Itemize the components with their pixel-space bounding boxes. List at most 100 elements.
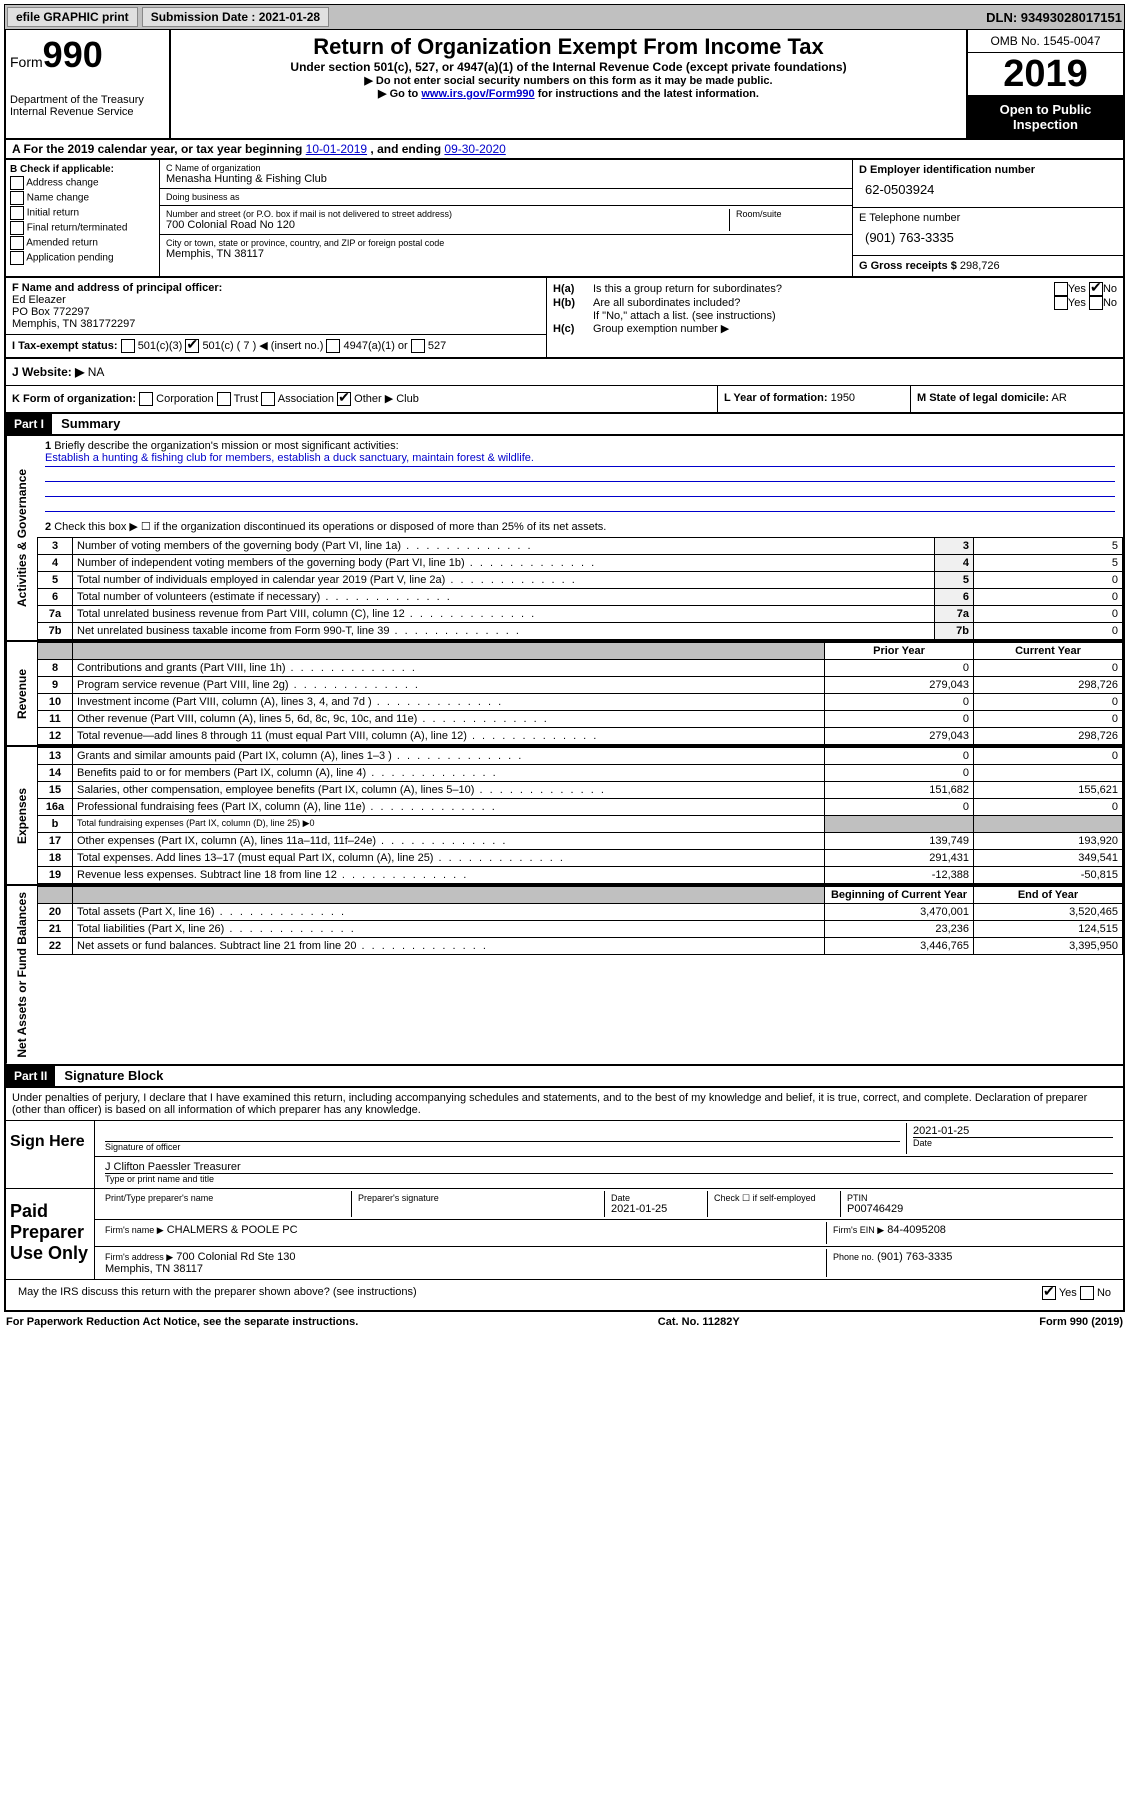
vert-expenses: Expenses [6, 747, 37, 884]
k-form-org: K Form of organization: Corporation Trus… [6, 386, 718, 412]
firm-phone: (901) 763-3335 [877, 1251, 952, 1263]
dba-block: Doing business as [160, 189, 852, 206]
line2-text: Check this box ▶ ☐ if the organization d… [54, 521, 606, 533]
note2-post: for instructions and the latest informat… [535, 88, 759, 100]
revenue-section: Revenue Prior YearCurrent Year8Contribut… [4, 642, 1125, 747]
table-row: 7bNet unrelated business taxable income … [38, 623, 1123, 640]
governance-content: 1 Briefly describe the organization's mi… [37, 436, 1123, 640]
firm-ein-label: Firm's EIN ▶ [833, 1225, 884, 1235]
city-value: Memphis, TN 38117 [166, 248, 846, 260]
hb-row: H(b) Are all subordinates included? Yes … [553, 296, 1117, 310]
governance-section: Activities & Governance 1 Briefly descri… [4, 436, 1125, 642]
j-label: J Website: ▶ [12, 365, 84, 379]
tax-year-begin: 10-01-2019 [306, 142, 367, 156]
page-footer: For Paperwork Reduction Act Notice, see … [4, 1312, 1125, 1332]
hb-no[interactable] [1089, 296, 1103, 310]
sign-here-row: Sign Here Signature of officer 2021-01-2… [6, 1121, 1123, 1189]
paid-label: Paid Preparer Use Only [6, 1189, 95, 1279]
cb-assoc[interactable] [261, 392, 275, 406]
b-header: B Check if applicable: [10, 164, 155, 175]
dba-label: Doing business as [166, 192, 846, 202]
form-header: Form990 Department of the Treasury Inter… [4, 30, 1125, 140]
line2-block: 2 Check this box ▶ ☐ if the organization… [37, 516, 1123, 537]
hb-yes[interactable] [1054, 296, 1068, 310]
table-row: 17Other expenses (Part IX, column (A), l… [38, 833, 1123, 850]
header-left: Form990 Department of the Treasury Inter… [6, 30, 171, 138]
revenue-table: Prior YearCurrent Year8Contributions and… [37, 642, 1123, 745]
sig-date-val: 2021-01-25 [913, 1125, 1113, 1137]
ptin-label: PTIN [847, 1193, 1113, 1203]
prep-line3: Firm's address ▶ 700 Colonial Rd Ste 130… [95, 1247, 1123, 1279]
table-row: bTotal fundraising expenses (Part IX, co… [38, 816, 1123, 833]
vert-revenue: Revenue [6, 642, 37, 745]
firm-name: CHALMERS & POOLE PC [167, 1224, 298, 1236]
addr-label: Number and street (or P.O. box if mail i… [166, 209, 723, 219]
gross-value: 298,726 [960, 260, 1000, 272]
discuss-yes[interactable] [1042, 1286, 1056, 1300]
ha-yes[interactable] [1054, 282, 1068, 296]
submission-date-button[interactable]: Submission Date : 2021-01-28 [142, 7, 329, 27]
revenue-content: Prior YearCurrent Year8Contributions and… [37, 642, 1123, 745]
mission-blank2 [45, 482, 1115, 497]
row-a-tax-year: A For the 2019 calendar year, or tax yea… [4, 140, 1125, 160]
gross-label: G Gross receipts $ [859, 260, 957, 272]
prep-name-label: Print/Type preparer's name [105, 1193, 345, 1203]
discuss-no[interactable] [1080, 1286, 1094, 1300]
irs-link[interactable]: www.irs.gov/Form990 [421, 88, 534, 100]
sig-name-line: J Clifton Paessler Treasurer Type or pri… [95, 1157, 1123, 1188]
declaration-text: Under penalties of perjury, I declare th… [6, 1088, 1123, 1121]
table-row: 21Total liabilities (Part X, line 26)23,… [38, 921, 1123, 938]
cb-other[interactable] [337, 392, 351, 406]
table-row: 3Number of voting members of the governi… [38, 538, 1123, 555]
table-row: 18Total expenses. Add lines 13–17 (must … [38, 850, 1123, 867]
m-label: M State of legal domicile: [917, 392, 1049, 404]
cb-application[interactable]: Application pending [10, 251, 155, 265]
firm-name-label: Firm's name ▶ [105, 1225, 164, 1235]
col-f: F Name and address of principal officer:… [6, 278, 547, 357]
efile-button[interactable]: efile GRAPHIC print [7, 7, 138, 27]
cb-amended[interactable]: Amended return [10, 236, 155, 250]
note2-pre: ▶ Go to [378, 88, 421, 100]
table-header: Prior YearCurrent Year [38, 643, 1123, 660]
k-other-val: Club [396, 393, 419, 405]
cb-corp[interactable] [139, 392, 153, 406]
sign-here-content: Signature of officer 2021-01-25 Date J C… [95, 1121, 1123, 1188]
ha-no[interactable] [1089, 282, 1103, 296]
line1-text: Briefly describe the organization's miss… [54, 440, 398, 452]
cb-4947[interactable] [326, 339, 340, 353]
line1-num: 1 [45, 440, 51, 452]
paid-preparer-row: Paid Preparer Use Only Print/Type prepar… [6, 1189, 1123, 1280]
discuss-row: May the IRS discuss this return with the… [6, 1280, 1123, 1310]
footer-left: For Paperwork Reduction Act Notice, see … [6, 1316, 358, 1328]
part1-header-row: Part I Summary [4, 414, 1125, 436]
cb-name-change[interactable]: Name change [10, 191, 155, 205]
cb-address-change[interactable]: Address change [10, 176, 155, 190]
org-name-label: C Name of organization [166, 163, 846, 173]
col-b-checkboxes: B Check if applicable: Address change Na… [6, 160, 160, 276]
cb-initial-return[interactable]: Initial return [10, 206, 155, 220]
phone-block: E Telephone number (901) 763-3335 [853, 208, 1123, 256]
firm-ein: 84-4095208 [887, 1224, 946, 1236]
cb-501c[interactable] [185, 339, 199, 353]
hc-label: H(c) [553, 323, 593, 335]
prep-check: Check ☐ if self-employed [714, 1193, 834, 1204]
mission-blank1 [45, 467, 1115, 482]
cb-final-return[interactable]: Final return/terminated [10, 221, 155, 235]
hc-text: Group exemption number ▶ [593, 322, 1117, 335]
sig-officer-line: Signature of officer 2021-01-25 Date [95, 1121, 1123, 1157]
part1-header: Part I [6, 414, 52, 434]
cb-501c3[interactable] [121, 339, 135, 353]
row-k: K Form of organization: Corporation Trus… [6, 386, 1123, 412]
i-label: I Tax-exempt status: [12, 340, 118, 352]
officer-addr1: PO Box 772297 [12, 306, 90, 318]
tax-year: 2019 [968, 53, 1123, 96]
cb-527[interactable] [411, 339, 425, 353]
vert-net: Net Assets or Fund Balances [6, 886, 37, 1064]
org-name-block: C Name of organization Menasha Hunting &… [160, 160, 852, 189]
cb-trust[interactable] [217, 392, 231, 406]
table-row: 7aTotal unrelated business revenue from … [38, 606, 1123, 623]
phone-value: (901) 763-3335 [859, 224, 1117, 251]
tax-year-end: 09-30-2020 [444, 142, 505, 156]
hc-row: H(c) Group exemption number ▶ [553, 322, 1117, 335]
table-row: 20Total assets (Part X, line 16)3,470,00… [38, 904, 1123, 921]
